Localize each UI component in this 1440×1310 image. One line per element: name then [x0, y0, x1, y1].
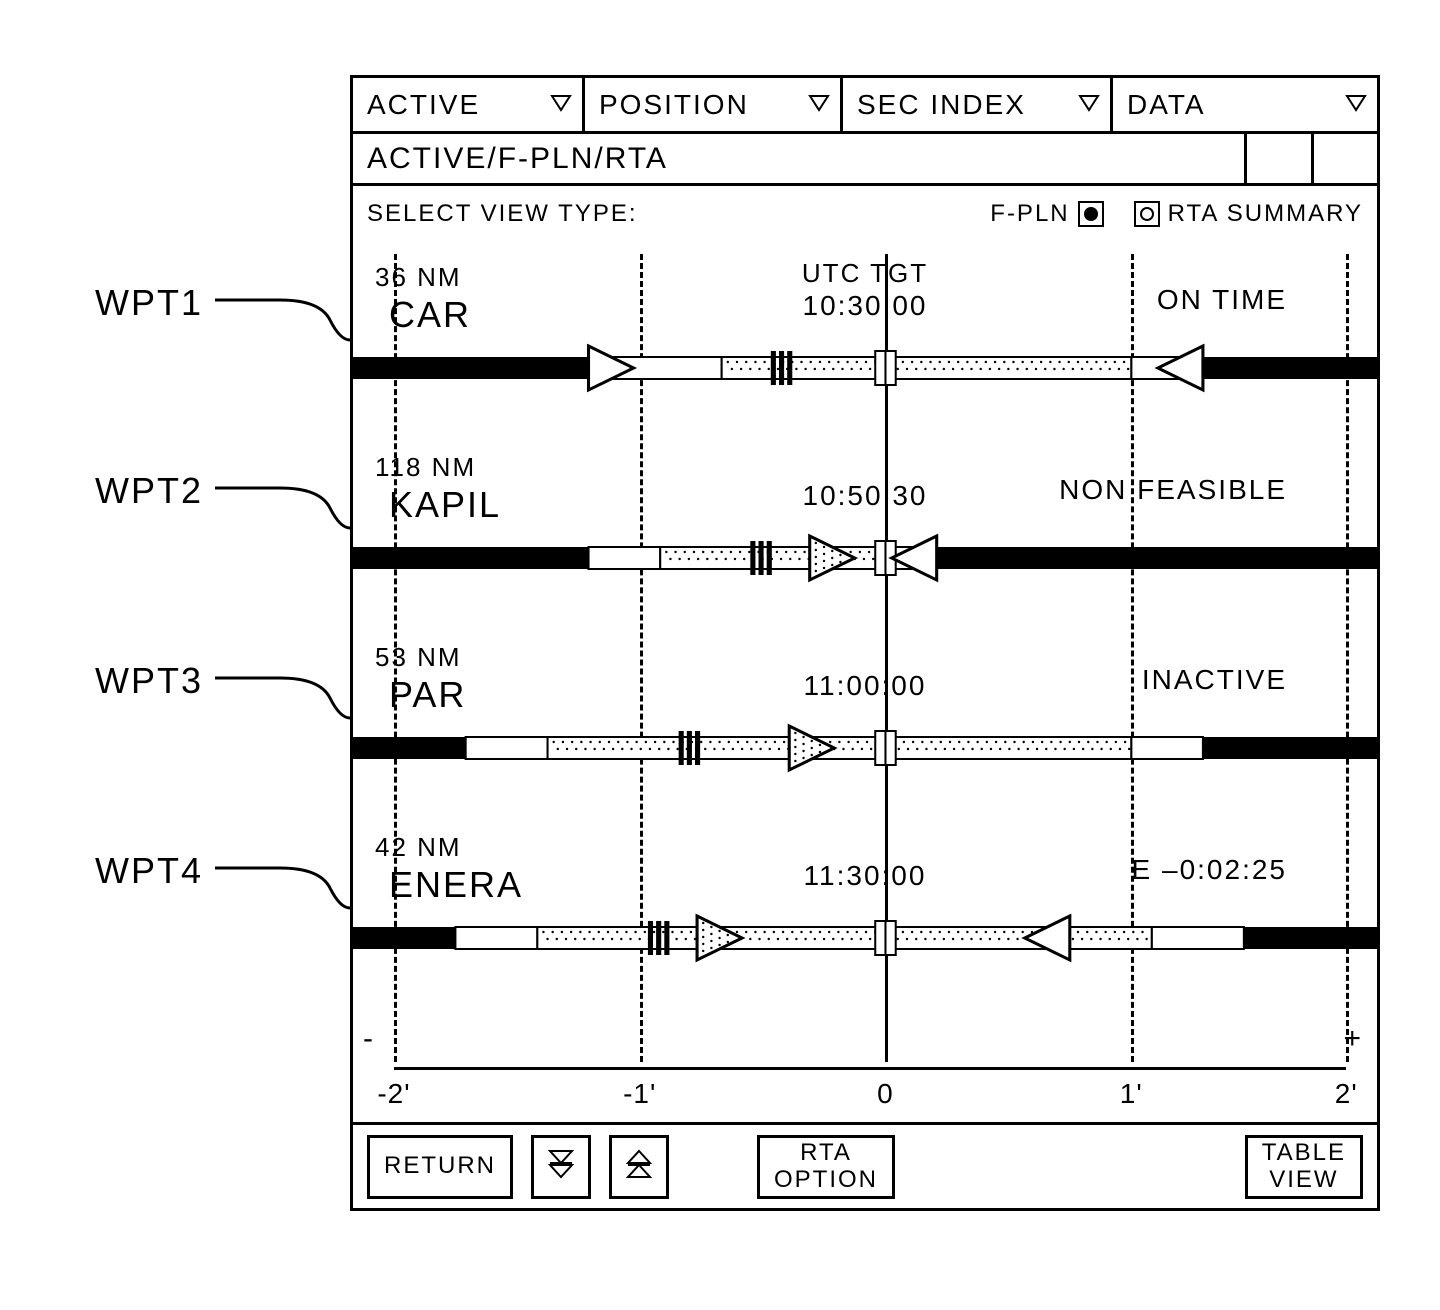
waypoint-distance: 118 NM — [375, 452, 476, 483]
waypoint-distance: 42 NM — [375, 832, 462, 863]
waypoint-name[interactable]: PAR — [389, 674, 466, 716]
callout-wpt3: WPT3 — [95, 660, 203, 702]
tab-data[interactable]: DATA — [1113, 78, 1377, 131]
waypoint-name[interactable]: KAPIL — [389, 484, 501, 526]
fms-panel: ACTIVE POSITION SEC INDEX DATA ACTIVE/F-… — [350, 75, 1380, 1211]
rta-bar — [353, 722, 1377, 774]
waypoint-row: 36 NMCAR UTC TGT10:30:00 ON TIME — [353, 252, 1377, 442]
tab-data-label: DATA — [1127, 89, 1206, 121]
axis-minus: - — [363, 1022, 373, 1056]
top-tabbar: ACTIVE POSITION SEC INDEX DATA — [353, 78, 1377, 134]
chevron-down-icon — [1345, 89, 1367, 121]
tab-sec-index[interactable]: SEC INDEX — [843, 78, 1113, 131]
waypoint-status: ON TIME — [1157, 284, 1287, 316]
callout-wpt1: WPT1 — [95, 282, 203, 324]
chevron-down-icon — [550, 89, 572, 121]
waypoint-row: 42 NMENERA 11:30:00 E –0:02:25 — [353, 822, 1377, 1012]
radio-fpln-label: F-PLN — [990, 200, 1069, 228]
rta-option-label: RTA OPTION — [774, 1140, 878, 1193]
axis-tick-label: -1' — [623, 1078, 656, 1110]
radio-icon — [1134, 201, 1160, 227]
waypoint-name[interactable]: ENERA — [389, 864, 523, 906]
radio-rta-summary[interactable]: RTA SUMMARY — [1134, 200, 1363, 228]
view-select-row: SELECT VIEW TYPE: F-PLN RTA SUMMARY — [353, 186, 1377, 242]
utc-tgt-header: UTC TGT — [802, 258, 928, 289]
chevron-down-icon — [1078, 89, 1100, 121]
waypoint-target-time: 11:00:00 — [804, 670, 927, 702]
tab-position[interactable]: POSITION — [585, 78, 843, 131]
tab-position-label: POSITION — [599, 89, 749, 121]
waypoint-target-time: 11:30:00 — [804, 860, 927, 892]
axis-tick-label: 0 — [877, 1078, 894, 1110]
rta-bar — [353, 912, 1377, 964]
waypoint-row: 53 NMPAR 11:00:00 INACTIVE — [353, 632, 1377, 822]
rta-option-button[interactable]: RTA OPTION — [757, 1135, 895, 1199]
breadcrumb-text: ACTIVE/F-PLN/RTA — [367, 142, 668, 176]
axis-tick-label: -2' — [377, 1078, 410, 1110]
tab-secindex-label: SEC INDEX — [857, 89, 1026, 121]
axis-tick-label: 2' — [1335, 1078, 1358, 1110]
waypoint-distance: 53 NM — [375, 642, 462, 673]
axis-rule — [394, 1067, 1346, 1070]
scroll-up-button[interactable] — [609, 1135, 669, 1199]
waypoint-target-time: 10:30:00 — [803, 290, 928, 322]
return-button[interactable]: RETURN — [367, 1135, 513, 1199]
breadcrumb-divider — [1244, 134, 1247, 183]
waypoint-name[interactable]: CAR — [389, 294, 471, 336]
waypoint-distance: 36 NM — [375, 262, 462, 293]
rta-bar — [353, 342, 1377, 394]
axis-tick-label: 1' — [1120, 1078, 1143, 1110]
callout-wpt2: WPT2 — [95, 470, 203, 512]
radio-rta-label: RTA SUMMARY — [1168, 200, 1363, 228]
double-chevron-down-icon — [546, 1147, 576, 1186]
double-chevron-up-icon — [624, 1147, 654, 1186]
radio-icon — [1078, 201, 1104, 227]
breadcrumb-divider — [1311, 134, 1314, 183]
waypoint-status: E –0:02:25 — [1132, 854, 1287, 886]
chevron-down-icon — [808, 89, 830, 121]
table-view-button[interactable]: TABLE VIEW — [1245, 1135, 1363, 1199]
tab-active-label: ACTIVE — [367, 89, 480, 121]
callout-wpt4: WPT4 — [95, 850, 203, 892]
table-view-label: TABLE VIEW — [1262, 1140, 1346, 1193]
view-select-label: SELECT VIEW TYPE: — [367, 200, 638, 228]
radio-fpln[interactable]: F-PLN — [990, 200, 1103, 228]
footer-bar: RETURN RTA OPTION TABLE VIEW — [353, 1122, 1377, 1208]
waypoint-target-time: 10:50:30 — [803, 480, 928, 512]
rta-chart: - + -2'-1'01'2'36 NMCARUTC TGT10:30:00ON… — [353, 242, 1377, 1122]
scroll-down-button[interactable] — [531, 1135, 591, 1199]
return-button-label: RETURN — [384, 1153, 496, 1179]
breadcrumb: ACTIVE/F-PLN/RTA — [353, 134, 1377, 186]
tab-active[interactable]: ACTIVE — [353, 78, 585, 131]
waypoint-status: NON FEASIBLE — [1059, 474, 1287, 506]
rta-bar — [353, 532, 1377, 584]
waypoint-status: INACTIVE — [1142, 664, 1287, 696]
waypoint-row: 118 NMKAPIL 10:50:30 NON FEASIBLE — [353, 442, 1377, 632]
